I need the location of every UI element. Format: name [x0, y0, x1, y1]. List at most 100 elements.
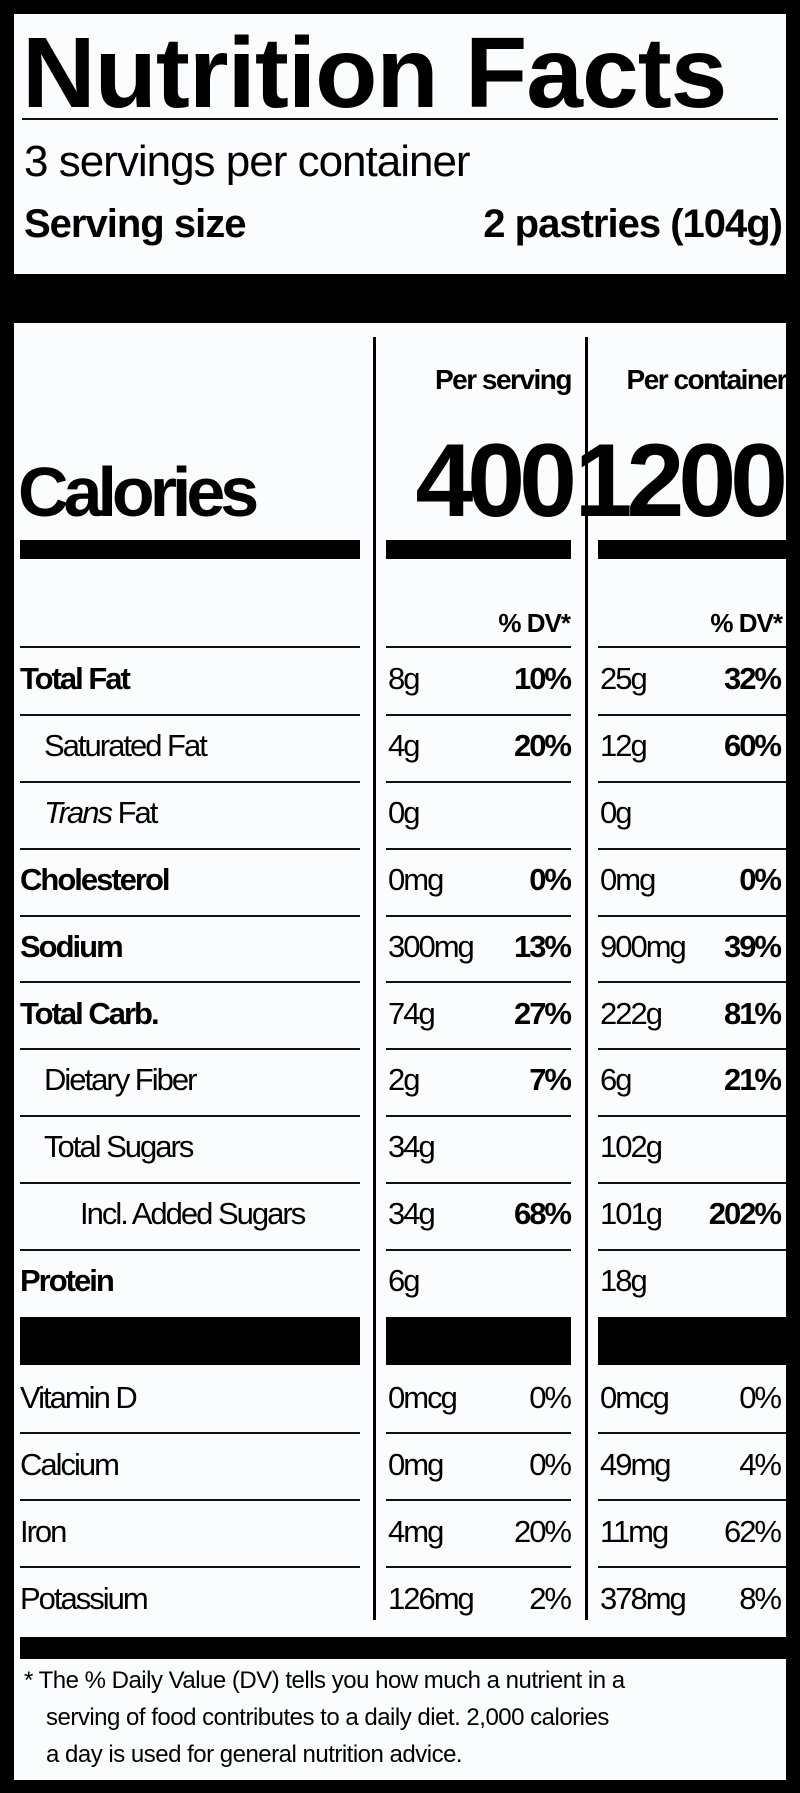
serving-dv: 7%	[529, 1062, 572, 1098]
nutrient-name: Trans Fat	[44, 794, 158, 830]
row-divider	[386, 914, 571, 917]
container-amount: 18g	[600, 1263, 648, 1299]
row-divider	[20, 1182, 360, 1185]
nutrient-name: Iron	[20, 1514, 67, 1549]
row-divider	[20, 1499, 360, 1501]
container-dv: 32%	[723, 661, 782, 696]
serving-amount: 0g	[388, 794, 421, 830]
container-dv: 21%	[723, 1062, 782, 1098]
serving-amount: 2g	[388, 1062, 421, 1098]
serving-dv: 20%	[513, 727, 572, 763]
label-title: Nutrition Facts	[22, 17, 727, 129]
divider	[386, 646, 571, 648]
nutrient-row: Protein 6g 18g	[14, 1250, 786, 1317]
calories-per-container: 1200	[574, 423, 788, 539]
per-serving-header: Per serving	[434, 364, 573, 395]
serving-amount: 8g	[388, 661, 421, 696]
nutrient-name: Cholesterol	[20, 861, 171, 897]
calories-per-serving: 400	[415, 423, 577, 539]
calories-bar	[598, 540, 786, 559]
container-amount: 378mg	[600, 1581, 687, 1616]
nutrient-name: Total Fat	[20, 661, 131, 696]
container-dv: 0%	[739, 861, 782, 897]
container-amount: 0g	[600, 794, 633, 830]
row-divider	[20, 1048, 360, 1051]
serving-dv: 0%	[529, 1380, 572, 1415]
row-divider	[20, 1566, 360, 1568]
container-dv: 39%	[723, 928, 782, 964]
row-divider	[598, 780, 786, 783]
nutrient-row: Dietary Fiber 2g 7% 6g 21%	[14, 1049, 786, 1118]
row-divider	[386, 847, 571, 850]
serving-size-value: 2 pastries (104g)	[483, 202, 783, 246]
thick-divider	[20, 1317, 360, 1365]
serving-amount: 0mg	[388, 861, 444, 897]
row-divider	[598, 1432, 786, 1434]
nutrient-name: Saturated Fat	[44, 727, 208, 763]
row-divider	[20, 914, 360, 917]
column-divider	[585, 337, 588, 1620]
row-divider	[386, 1566, 571, 1568]
container-dv: 0%	[739, 1380, 782, 1415]
nutrient-name: Dietary Fiber	[44, 1062, 197, 1098]
nutrient-row: Incl. Added Sugars 34g 68% 101g 202%	[14, 1183, 786, 1252]
footnote-line: serving of food contributes to a daily d…	[46, 1704, 609, 1731]
row-divider	[20, 981, 360, 984]
nutrient-name: Sodium	[20, 928, 124, 964]
serving-amount: 4mg	[388, 1514, 444, 1549]
serving-amount: 126mg	[388, 1581, 475, 1616]
row-divider	[20, 1115, 360, 1118]
row-divider	[20, 1249, 360, 1252]
serving-amount: 0mcg	[388, 1380, 458, 1415]
serving-amount: 34g	[388, 1196, 436, 1232]
nutrient-name: Total Carb.	[20, 995, 160, 1031]
serving-size-label: Serving size	[24, 202, 246, 246]
serving-dv: 27%	[513, 995, 572, 1031]
row-divider	[598, 1566, 786, 1568]
row-divider	[598, 847, 786, 850]
dv-header-serving: % DV*	[498, 608, 571, 638]
container-dv: 62%	[723, 1514, 782, 1549]
row-divider	[598, 713, 786, 716]
container-amount: 11mg	[600, 1514, 669, 1549]
row-divider	[386, 1432, 571, 1434]
row-divider	[386, 981, 571, 984]
container-amount: 102g	[600, 1129, 663, 1165]
serving-amount: 0mg	[388, 1447, 444, 1482]
row-divider	[598, 1048, 786, 1051]
per-container-header: Per container	[626, 364, 788, 395]
vitamin-row: Potassium 126mg 2% 378mg 8%	[14, 1567, 786, 1634]
container-amount: 101g	[600, 1196, 663, 1232]
footnote-line: * The % Daily Value (DV) tells you how m…	[24, 1667, 625, 1694]
row-divider	[386, 1499, 571, 1501]
calories-bar	[20, 540, 360, 559]
container-amount: 12g	[600, 727, 648, 763]
servings-per-container: 3 servings per container	[24, 137, 471, 186]
footnote: * The % Daily Value (DV) tells you how m…	[24, 1662, 784, 1773]
serving-amount: 300mg	[388, 928, 475, 964]
nutrient-name: Incl. Added Sugars	[80, 1196, 306, 1232]
row-divider	[386, 1048, 571, 1051]
thick-divider	[386, 1317, 571, 1365]
nutrient-name: Vitamin D	[20, 1380, 138, 1415]
nutrient-row: Trans Fat 0g 0g	[14, 782, 786, 850]
row-divider	[598, 1499, 786, 1501]
nutrient-name: Total Sugars	[44, 1129, 194, 1165]
calories-label: Calories	[18, 453, 259, 531]
serving-amount: 34g	[388, 1129, 436, 1165]
row-divider	[20, 780, 360, 783]
serving-dv: 2%	[529, 1581, 572, 1616]
serving-amount: 74g	[388, 995, 436, 1031]
calories-bar	[386, 540, 571, 559]
divider	[22, 118, 778, 120]
vitamin-row: Calcium 0mg 0% 49mg 4%	[14, 1433, 786, 1501]
container-amount: 6g	[600, 1062, 633, 1098]
row-divider	[20, 1432, 360, 1434]
row-divider	[386, 713, 571, 716]
thick-divider	[20, 1637, 786, 1659]
nutrient-row: Total Sugars 34g 102g	[14, 1116, 786, 1185]
container-amount: 900mg	[600, 928, 687, 964]
container-dv: 8%	[739, 1581, 782, 1616]
nutrient-row: Total Carb. 74g 27% 222g 81%	[14, 983, 786, 1051]
column-divider	[373, 337, 376, 1620]
